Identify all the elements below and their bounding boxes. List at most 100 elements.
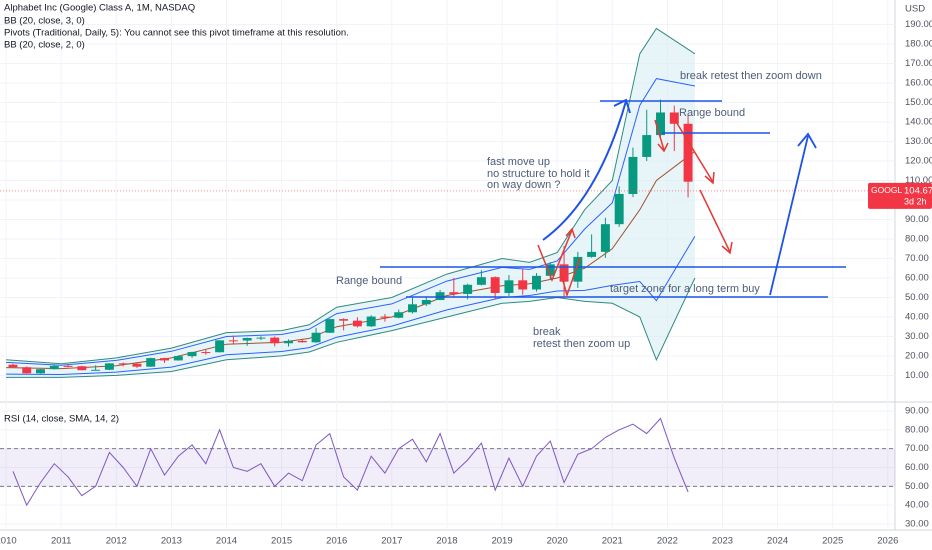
candle-body bbox=[366, 316, 376, 327]
candle-body bbox=[421, 300, 431, 305]
x-tick-label: 2015 bbox=[271, 536, 292, 547]
candle-body bbox=[311, 332, 321, 343]
y-tick-label: 20.00 bbox=[905, 350, 929, 361]
candle-body bbox=[187, 352, 197, 357]
candle-body bbox=[284, 340, 293, 344]
candle-body bbox=[545, 264, 555, 276]
x-tick-label: 2023 bbox=[712, 536, 733, 547]
candle-body bbox=[669, 112, 679, 124]
candle-body bbox=[352, 320, 362, 327]
x-tick-label: 2016 bbox=[326, 536, 347, 547]
candle-body bbox=[91, 369, 101, 371]
drawn-arrow bbox=[613, 98, 631, 114]
y-tick-label: 130.00 bbox=[905, 136, 932, 147]
candle-body bbox=[118, 363, 128, 365]
rsi-line bbox=[12, 417, 689, 507]
band-line bbox=[6, 27, 696, 365]
candle-body bbox=[463, 284, 473, 294]
y-tick-label: 190.00 bbox=[905, 19, 932, 30]
y-tick-label: 90.00 bbox=[905, 214, 929, 225]
y-tick-label: 140.00 bbox=[905, 117, 932, 128]
x-tick-label: 2010 bbox=[0, 536, 17, 547]
x-tick-label: 2019 bbox=[491, 536, 512, 547]
candle-body bbox=[656, 112, 665, 136]
candle-body bbox=[380, 316, 390, 318]
y-tick-label: 160.00 bbox=[905, 78, 932, 89]
candle-body bbox=[408, 304, 417, 313]
y-tick-label: 90.00 bbox=[905, 406, 929, 417]
candle-body bbox=[504, 280, 514, 293]
annotation: Range bound bbox=[679, 107, 745, 119]
annotation: Range bound bbox=[336, 275, 402, 287]
y-tick-label: 50.00 bbox=[905, 481, 929, 492]
candle-body bbox=[215, 340, 225, 353]
y-tick-label: 70.00 bbox=[905, 253, 929, 264]
currency-label: USD bbox=[905, 4, 925, 15]
candle-body bbox=[49, 365, 59, 370]
chart-title: Alphabet Inc (Google) Class A, 1M, NASDA… bbox=[4, 3, 195, 14]
x-tick-label: 2012 bbox=[106, 536, 127, 547]
y-tick-label: 80.00 bbox=[905, 234, 929, 245]
x-tick-label: 2018 bbox=[436, 536, 457, 547]
candle-body bbox=[532, 275, 541, 290]
x-tick-label: 2022 bbox=[657, 536, 678, 547]
candle-body bbox=[173, 356, 183, 361]
candle-body bbox=[77, 366, 87, 371]
drawn-arrow bbox=[674, 119, 715, 185]
y-tick-label: 30.00 bbox=[905, 331, 929, 342]
annotations: break retest then zoom down Range bound … bbox=[336, 70, 822, 350]
x-tick-label: 2024 bbox=[767, 536, 788, 547]
candle-body bbox=[242, 338, 252, 341]
candle-body bbox=[394, 312, 404, 318]
drawn-arrow bbox=[699, 189, 733, 255]
x-tick-label: 2020 bbox=[547, 536, 568, 547]
pane-title: RSI (14, close, SMA, 14, 2) bbox=[4, 414, 119, 425]
x-tick-label: 2017 bbox=[381, 536, 402, 547]
y-tick-label: 150.00 bbox=[905, 97, 932, 108]
annotation: on way down ? bbox=[487, 179, 560, 191]
y-tick-label: 10.00 bbox=[905, 370, 929, 381]
y-tick-label: 180.00 bbox=[905, 39, 932, 50]
candle-body bbox=[490, 277, 500, 293]
y-tick-label: 40.00 bbox=[905, 311, 929, 322]
candle-body bbox=[63, 365, 73, 367]
candle-body bbox=[22, 367, 32, 374]
y-tick-label: 40.00 bbox=[905, 500, 929, 511]
annotation: fast move up bbox=[487, 156, 550, 168]
band-line bbox=[6, 277, 696, 378]
annotation: no structure to hold it bbox=[487, 168, 590, 180]
candle-body bbox=[614, 193, 624, 225]
candle-body bbox=[201, 352, 211, 354]
candle-body bbox=[8, 364, 18, 368]
y-tick-label: 120.00 bbox=[905, 156, 932, 167]
price-label: 104.67 bbox=[904, 185, 932, 196]
candle-body bbox=[435, 292, 445, 300]
candle-body bbox=[339, 319, 349, 321]
candle-body bbox=[683, 123, 693, 182]
legend: Alphabet Inc (Google) Class A, 1M, NASDA… bbox=[4, 3, 925, 425]
symbol-label: GOOGL bbox=[871, 185, 902, 195]
candle-body bbox=[36, 369, 45, 374]
price-tag bbox=[868, 182, 932, 209]
countdown-label: 3d 2h bbox=[904, 196, 927, 206]
candle-body bbox=[270, 337, 280, 344]
annotation: break bbox=[533, 326, 561, 338]
candle-body bbox=[256, 337, 266, 339]
candle-body bbox=[297, 340, 307, 343]
candle-body bbox=[104, 363, 114, 370]
drawings bbox=[380, 98, 846, 298]
candle-body bbox=[587, 251, 597, 257]
y-tick-label: 110.00 bbox=[905, 175, 932, 186]
drawn-arrow bbox=[769, 135, 809, 296]
x-tick-label: 2011 bbox=[51, 536, 71, 547]
legend-entry: Pivots (Traditional, Daily, 5): You cann… bbox=[4, 28, 349, 39]
y-tick-label: 60.00 bbox=[905, 462, 929, 473]
candle-body bbox=[132, 363, 142, 367]
annotation: target zone for a long term buy bbox=[610, 283, 760, 295]
candle-body bbox=[600, 224, 610, 252]
candle-body bbox=[325, 319, 335, 333]
annotation: retest then zoom up bbox=[533, 338, 630, 350]
drawn-arrow bbox=[654, 119, 669, 153]
